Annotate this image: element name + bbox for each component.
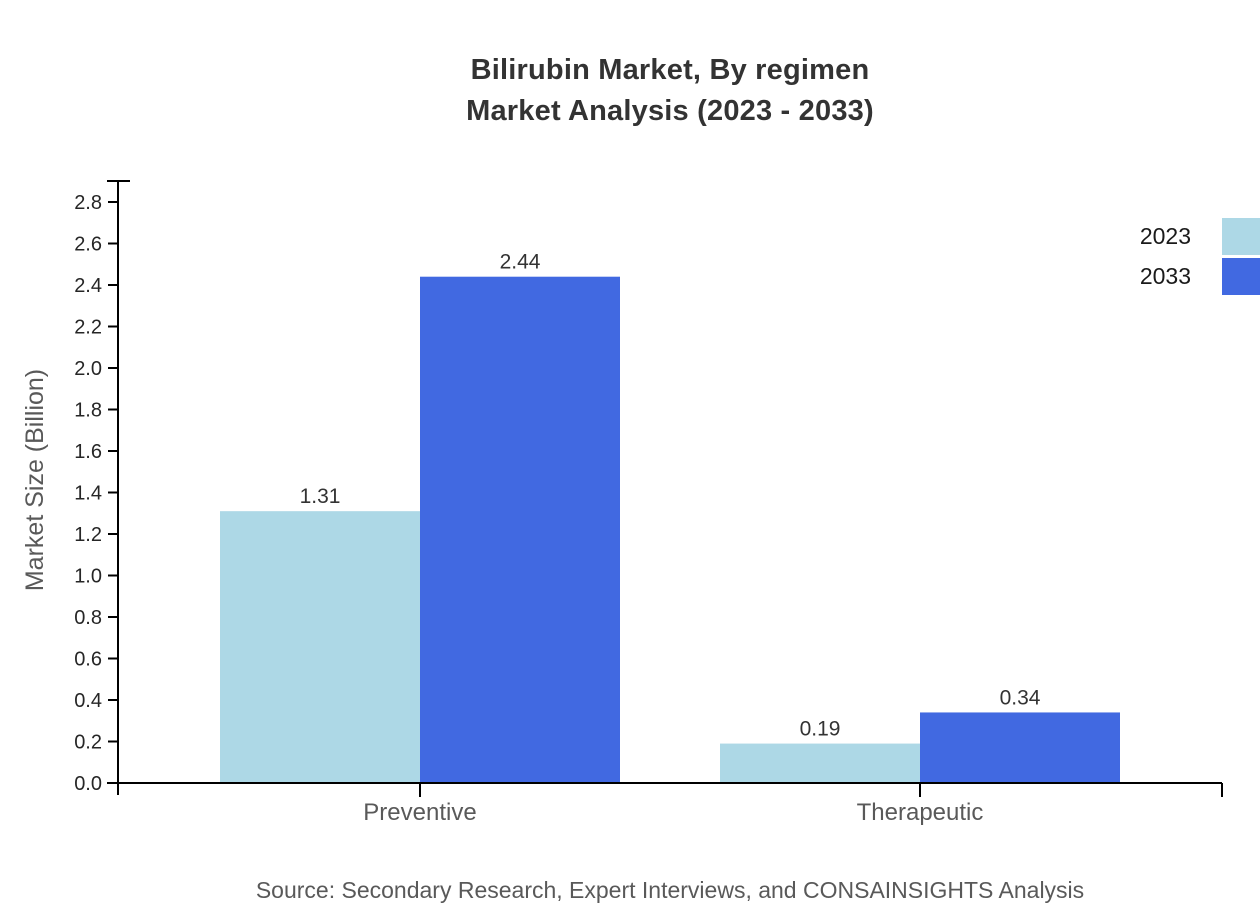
y-tick-label: 1.6 [74,441,102,463]
y-tick-label: 1.2 [74,524,102,546]
y-tick-label: 1.4 [74,483,102,505]
legend-item-2033: 2033 [1140,258,1260,295]
y-tick-label: 1.8 [74,400,102,422]
bar-2033-therapeutic [920,712,1120,783]
y-tick-label: 2.0 [74,358,102,380]
y-tick-label: 2.6 [74,234,102,256]
y-tick-label: 2.2 [74,317,102,339]
legend-swatch-2023 [1222,218,1260,255]
chart-title-line2: Market Analysis (2023 - 2033) [466,95,874,127]
legend-label-2023: 2023 [1139,223,1191,249]
bar-value-label: 0.19 [800,718,841,741]
bar-value-label: 2.44 [500,251,541,274]
legend-item-2023: 2023 [1140,218,1260,255]
chart-title: Bilirubin Market, By regimen Market Anal… [80,50,1260,132]
y-tick-label: 0.6 [74,649,102,671]
source-note: Source: Secondary Research, Expert Inter… [255,877,1085,903]
legend-swatch-2033 [1222,258,1260,295]
legend: 2023 2033 [1140,218,1260,295]
y-tick-label: 0.4 [74,690,102,712]
y-tick-label: 0.0 [74,773,102,795]
y-tick-label: 2.4 [74,275,102,297]
bar-2033-preventive [420,276,620,783]
bar-2023-preventive [220,511,420,783]
x-category-label: Preventive [363,799,476,826]
bar-2023-therapeutic [720,743,920,783]
y-tick-label: 2.8 [74,192,102,214]
y-tick-label: 1.0 [74,566,102,588]
bar-value-label: 0.34 [1000,686,1041,709]
y-tick-label: 0.8 [74,607,102,629]
x-category-label: Therapeutic [857,799,984,826]
chart-title-line1: Bilirubin Market, By regimen [470,54,870,86]
bar-value-label: 1.31 [300,485,341,508]
y-tick-label: 0.2 [74,732,102,754]
legend-label-2033: 2033 [1139,263,1191,289]
